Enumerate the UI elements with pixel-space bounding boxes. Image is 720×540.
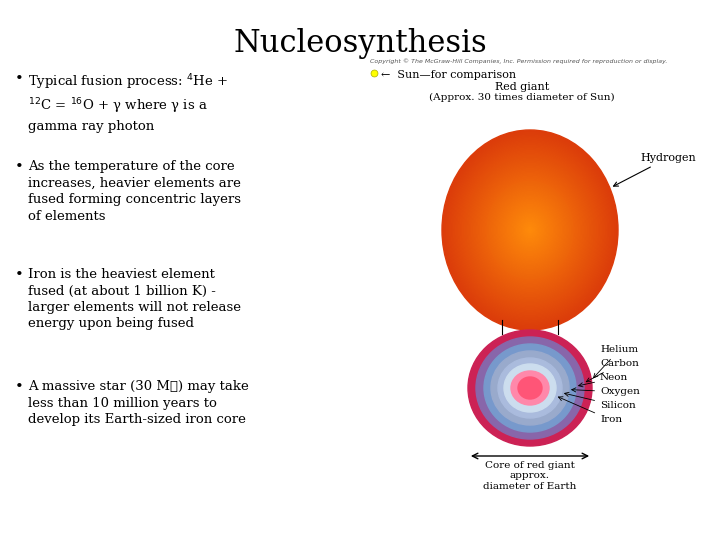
Ellipse shape (494, 189, 566, 271)
Ellipse shape (474, 166, 586, 294)
Ellipse shape (528, 227, 532, 233)
Text: Nucleosynthesis: Nucleosynthesis (233, 28, 487, 59)
Ellipse shape (468, 330, 592, 446)
Ellipse shape (505, 202, 555, 258)
Ellipse shape (510, 207, 550, 253)
Ellipse shape (482, 176, 577, 284)
Text: Iron is the heaviest element
fused (at about 1 billion K) -
larger elements will: Iron is the heaviest element fused (at a… (28, 268, 241, 330)
Text: Core of red giant
approx.
diameter of Earth: Core of red giant approx. diameter of Ea… (483, 461, 577, 491)
Text: Iron: Iron (559, 397, 622, 424)
Ellipse shape (456, 145, 605, 315)
Ellipse shape (484, 344, 576, 432)
Text: Copyright © The McGraw-Hill Companies, Inc. Permission required for reproduction: Copyright © The McGraw-Hill Companies, I… (370, 58, 667, 64)
Ellipse shape (516, 214, 544, 245)
Text: (Approx. 30 times diameter of Sun): (Approx. 30 times diameter of Sun) (429, 93, 615, 102)
Ellipse shape (514, 212, 546, 248)
Ellipse shape (521, 220, 539, 240)
Ellipse shape (498, 194, 562, 266)
Ellipse shape (472, 163, 589, 296)
Text: A massive star (30 M☉) may take
less than 10 million years to
develop its Earth-: A massive star (30 M☉) may take less tha… (28, 380, 248, 426)
Ellipse shape (498, 358, 562, 418)
Text: Oxygen: Oxygen (572, 388, 640, 396)
Ellipse shape (442, 130, 618, 330)
Ellipse shape (518, 377, 542, 399)
Ellipse shape (460, 151, 600, 309)
Ellipse shape (485, 179, 575, 281)
Ellipse shape (490, 184, 571, 276)
Ellipse shape (476, 168, 584, 292)
Ellipse shape (504, 364, 556, 412)
Ellipse shape (449, 138, 611, 322)
Text: •: • (15, 160, 24, 174)
Text: •: • (15, 380, 24, 394)
Text: Red giant: Red giant (495, 82, 549, 92)
Text: •: • (15, 72, 24, 86)
Ellipse shape (492, 186, 568, 274)
Ellipse shape (487, 181, 573, 279)
Text: •: • (15, 268, 24, 282)
Ellipse shape (451, 140, 609, 320)
Text: Neon: Neon (579, 374, 629, 387)
Ellipse shape (462, 153, 598, 307)
Ellipse shape (500, 197, 559, 264)
Ellipse shape (503, 199, 557, 261)
Ellipse shape (476, 337, 584, 439)
Text: Hydrogen: Hydrogen (613, 153, 696, 186)
Ellipse shape (478, 171, 582, 289)
Ellipse shape (469, 161, 591, 299)
Ellipse shape (511, 371, 549, 405)
Ellipse shape (446, 135, 613, 325)
Ellipse shape (467, 158, 593, 302)
Text: ←  Sun—for comparison: ← Sun—for comparison (381, 70, 516, 80)
Text: Carbon: Carbon (586, 360, 639, 382)
Ellipse shape (480, 173, 580, 286)
Ellipse shape (508, 204, 552, 255)
Text: Silicon: Silicon (564, 392, 636, 410)
Ellipse shape (458, 148, 602, 312)
Ellipse shape (444, 132, 616, 327)
Ellipse shape (464, 156, 595, 305)
Ellipse shape (512, 210, 548, 251)
Ellipse shape (496, 192, 564, 268)
Text: Typical fusion process: $^4$He +
$^{12}$C = $^{16}$O + γ where γ is a
gamma ray : Typical fusion process: $^4$He + $^{12}$… (28, 72, 228, 132)
Text: Helium: Helium (593, 346, 638, 378)
Text: As the temperature of the core
increases, heavier elements are
fused forming con: As the temperature of the core increases… (28, 160, 241, 222)
Ellipse shape (518, 217, 541, 243)
Ellipse shape (491, 351, 569, 425)
Ellipse shape (523, 222, 537, 238)
Ellipse shape (454, 143, 607, 317)
Ellipse shape (526, 225, 534, 235)
